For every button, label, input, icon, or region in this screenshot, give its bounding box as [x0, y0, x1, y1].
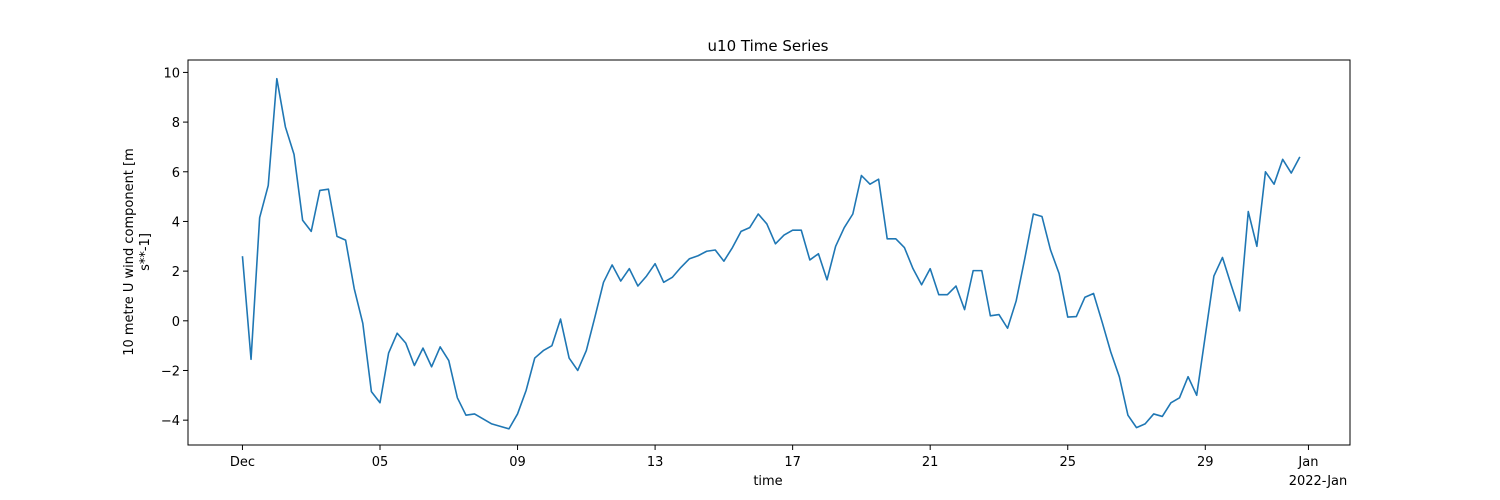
y-axis: −4 −2 0 2 4 6 8 10 — [161, 66, 188, 429]
y-axis-title: 10 metre U wind component [m s**-1] — [122, 148, 153, 356]
y-tick-label: 4 — [172, 215, 180, 230]
y-axis-title-line-2: s**-1] — [138, 233, 153, 271]
y-axis-title-line-1: 10 metre U wind component [m — [122, 148, 137, 356]
y-tick-label: −4 — [161, 414, 180, 429]
chart-title: u10 Time Series — [708, 37, 829, 55]
x-tick-label: Dec — [230, 455, 255, 470]
y-tick-label: −2 — [161, 364, 180, 379]
x-axis-offset-label: 2022-Jan — [1289, 474, 1348, 489]
y-tick-label: 6 — [172, 166, 180, 181]
y-tick-label: 8 — [172, 116, 180, 131]
y-tick-label: 0 — [172, 315, 180, 330]
x-tick-label: 21 — [922, 455, 939, 470]
y-tick-label: 2 — [172, 265, 180, 280]
x-tick-label: 25 — [1059, 455, 1076, 470]
x-axis-title: time — [753, 474, 782, 489]
x-tick-label: 05 — [372, 455, 389, 470]
x-axis: Dec 05 09 13 17 21 25 29 Jan — [230, 445, 1318, 470]
x-tick-label: 09 — [509, 455, 526, 470]
x-tick-label: 13 — [647, 455, 664, 470]
x-tick-label: Jan — [1297, 455, 1318, 470]
y-tick-label: 10 — [163, 66, 180, 81]
x-tick-label: 17 — [784, 455, 801, 470]
plot-frame — [187, 59, 1351, 446]
series-line-u10 — [241, 77, 1301, 430]
x-tick-label: 29 — [1197, 455, 1214, 470]
